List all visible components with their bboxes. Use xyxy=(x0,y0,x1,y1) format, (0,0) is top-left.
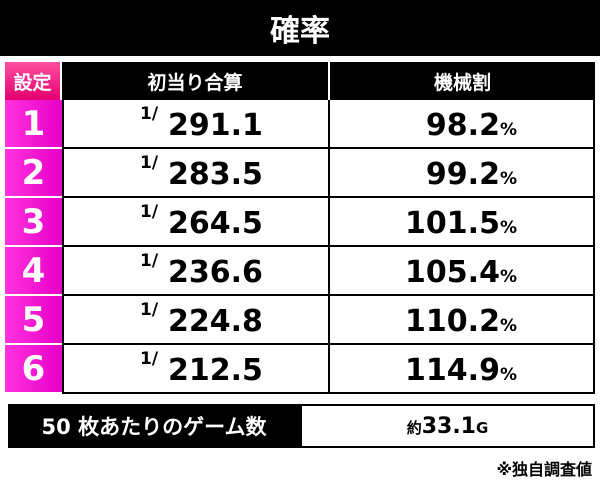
header-cell: 初当り合算 xyxy=(62,62,330,100)
setting: 2 xyxy=(21,152,46,193)
setting: 5 xyxy=(21,299,46,340)
title: 確率 xyxy=(0,0,600,56)
note: ※独自調査値 xyxy=(496,460,592,479)
odds: 236.6 xyxy=(168,255,263,290)
payout-box: 99.2% xyxy=(426,157,517,192)
footer-number: 33.1 xyxy=(421,414,476,439)
setting: 1 xyxy=(21,103,46,144)
payout-unit: % xyxy=(499,316,517,336)
setting-cell: 5 xyxy=(5,296,62,345)
payout: 110.2 xyxy=(405,304,500,339)
odds-prefix: 1/ xyxy=(140,349,159,369)
payout: 105.4 xyxy=(405,255,500,290)
payout-cell: 114.9% xyxy=(330,345,595,394)
odds-cell: 1/212.5 xyxy=(62,345,330,394)
odds-prefix: 1/ xyxy=(140,300,159,320)
odds-prefix: 1/ xyxy=(140,251,159,271)
footer-value: 約 33.1 G xyxy=(300,404,595,448)
payout-cell: 105.4% xyxy=(330,247,595,296)
setting-cell: 6 xyxy=(5,345,62,394)
setting-cell: 3 xyxy=(5,198,62,247)
payout-box: 110.2% xyxy=(405,304,517,339)
payout-box: 98.2% xyxy=(426,108,517,143)
odds-cell: 1/283.5 xyxy=(62,149,330,198)
payout: 99.2 xyxy=(425,157,500,192)
odds: 283.5 xyxy=(168,157,263,192)
odds-prefix: 1/ xyxy=(140,153,159,173)
odds: 212.5 xyxy=(168,353,263,388)
footer-prefix: 約 xyxy=(406,419,422,437)
setting: 3 xyxy=(21,201,46,242)
payout-cell: 99.2% xyxy=(330,149,595,198)
setting-cell: 1 xyxy=(5,100,62,149)
setting-cell: 2 xyxy=(5,149,62,198)
payout-unit: % xyxy=(499,365,517,385)
payout: 101.5 xyxy=(405,206,500,241)
payout-cell: 110.2% xyxy=(330,296,595,345)
odds-prefix: 1/ xyxy=(140,104,159,124)
odds: 224.8 xyxy=(168,304,263,339)
payout-unit: % xyxy=(499,218,517,238)
header-cell: 機械割 xyxy=(330,62,595,100)
footer-label: 50 枚あたりのゲーム数 xyxy=(8,404,300,448)
setting: 4 xyxy=(21,250,46,291)
payout-box: 105.4% xyxy=(405,255,517,290)
payout-unit: % xyxy=(499,169,517,189)
odds: 291.1 xyxy=(168,108,263,143)
odds-cell: 1/236.6 xyxy=(62,247,330,296)
payout-unit: % xyxy=(499,267,517,287)
payout-box: 114.9% xyxy=(405,353,517,388)
odds: 264.5 xyxy=(168,206,263,241)
payout-cell: 98.2% xyxy=(330,100,595,149)
footer-unit: G xyxy=(475,419,489,437)
odds-cell: 1/264.5 xyxy=(62,198,330,247)
header-cell: 設定 xyxy=(5,62,62,100)
payout-unit: % xyxy=(499,120,517,140)
odds-cell: 1/224.8 xyxy=(62,296,330,345)
payout-box: 101.5% xyxy=(405,206,517,241)
payout-cell: 101.5% xyxy=(330,198,595,247)
payout: 114.9 xyxy=(405,353,500,388)
setting: 6 xyxy=(21,348,46,389)
odds-prefix: 1/ xyxy=(140,202,159,222)
payout: 98.2 xyxy=(425,108,500,143)
setting-cell: 4 xyxy=(5,247,62,296)
odds-cell: 1/291.1 xyxy=(62,100,330,149)
